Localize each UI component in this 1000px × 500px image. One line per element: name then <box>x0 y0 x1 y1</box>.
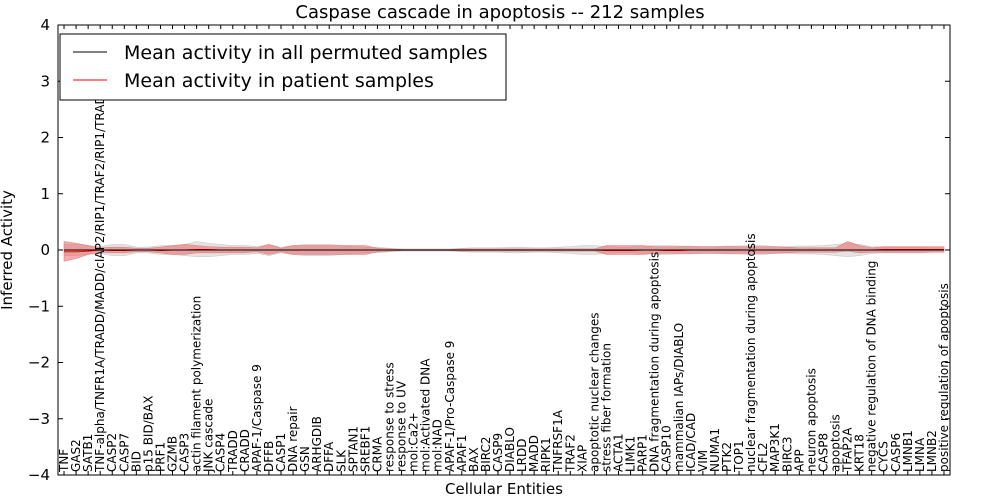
y-axis: 4 3 2 1 0 −1 −2 −3 −4 <box>28 16 950 484</box>
y-tick-label: 4 <box>40 16 50 34</box>
chart-title: Caspase cascade in apoptosis -- 212 samp… <box>295 2 704 23</box>
x-category-label: PRF1 <box>153 442 167 472</box>
x-category-label: DNA fragmentation during apoptosis <box>648 252 662 472</box>
x-category-label: NUMA1 <box>708 428 722 472</box>
x-category-label: mol:NAD <box>431 419 445 472</box>
legend-entry-permuted: Mean activity in all permuted samples <box>124 42 487 64</box>
x-category-label: mol:Ca2+ <box>407 412 421 472</box>
x-category-label: ACTA1 <box>612 433 626 472</box>
x-category-label: DIABLO <box>503 427 517 472</box>
x-category-label: LMNB2 <box>925 430 939 472</box>
x-category-label: DFFA <box>322 441 336 472</box>
x-category-label: PTK2 <box>720 442 734 472</box>
x-category-label: BID <box>129 451 143 472</box>
x-category-label: SREBF1 <box>358 426 372 472</box>
x-category-label: p15 BID/BAX <box>141 396 155 472</box>
x-category-label: neuron apoptosis <box>804 368 818 472</box>
x-category-label: TRADD <box>226 430 240 473</box>
x-category-label: CASP10 <box>660 425 674 472</box>
x-category-label: DNA repair <box>286 406 300 472</box>
x-category-label: CASP9 <box>491 433 505 472</box>
series-lines <box>64 248 944 253</box>
x-axis-label: Cellular Entities <box>445 480 563 498</box>
x-category-label: mol:Activated DNA <box>419 358 433 472</box>
legend: Mean activity in all permuted samples Me… <box>59 33 507 101</box>
x-category-label: CASP2 <box>105 433 119 472</box>
x-category-label: TNFRSF1A <box>551 409 565 473</box>
x-category-label: APAF-1/Pro-Caspase 9 <box>443 341 457 472</box>
x-category-label: DFFB <box>262 441 276 472</box>
x-category-label: CRMA <box>370 436 384 472</box>
x-category-label: SATB1 <box>81 434 95 472</box>
x-category-label: GSN <box>298 446 312 472</box>
x-category-label: negative regulation of DNA binding <box>865 261 879 472</box>
x-category-label: CASP1 <box>274 433 288 472</box>
x-category-label: ICAD/CAD <box>684 413 698 472</box>
x-category-label: BIRC3 <box>780 436 794 472</box>
x-category-label: mammalian IAPs/DIABLO <box>672 323 686 472</box>
x-category-label: stress fiber formation <box>599 343 613 472</box>
x-category-label: APAF1 <box>455 435 469 472</box>
y-tick-label: −2 <box>28 354 50 372</box>
x-category-label: APAF-1/Caspase 9 <box>250 364 264 472</box>
x-category-label: SPTAN1 <box>346 426 360 472</box>
x-tick-labels: TNFGAS2SATB1TNF-alpha/TNFR1A/TRADD/MADD/… <box>57 86 951 473</box>
x-category-label: TRAF2 <box>563 434 577 473</box>
confidence-bands <box>63 241 945 262</box>
x-category-label: response to stress <box>382 362 396 472</box>
x-category-label: CRADD <box>238 429 252 472</box>
x-category-label: RIPK1 <box>539 437 553 472</box>
x-category-label: CYCS <box>877 441 891 472</box>
x-category-label: CASP4 <box>214 433 228 472</box>
x-category-label: LRDD <box>515 438 529 472</box>
x-category-label: apoptotic nuclear changes <box>587 313 601 472</box>
x-category-label: LMNB1 <box>901 430 915 472</box>
x-category-label: CASP7 <box>117 433 131 472</box>
x-category-label: BIRC2 <box>479 436 493 472</box>
y-tick-label: 3 <box>40 72 50 90</box>
plot-frame <box>57 24 951 476</box>
x-category-label: JNK cascade <box>202 399 216 473</box>
x-category-label: SLK <box>334 449 348 472</box>
x-category-label: CASP8 <box>816 433 830 472</box>
x-category-label: nuclear fragmentation during apoptosis <box>744 233 758 472</box>
y-tick-label: −4 <box>28 466 50 484</box>
x-category-label: response to UV <box>395 380 409 472</box>
x-category-label: KRT18 <box>853 434 867 472</box>
x-category-label: LIMK1 <box>624 436 638 472</box>
x-category-label: CASP6 <box>889 433 903 472</box>
x-category-label: MAP3K1 <box>768 423 782 472</box>
band-patient <box>63 241 945 262</box>
y-tick-label: 2 <box>40 129 50 147</box>
x-category-label: GAS2 <box>69 439 83 472</box>
x-category-label: CASP3 <box>178 433 192 472</box>
x-category-label: TNF-alpha/TNFR1A/TRADD/MADD/cIAP2/RIP1/T… <box>93 86 107 473</box>
x-category-label: APP <box>792 449 806 472</box>
x-category-label: actin filament polymerization <box>190 296 204 472</box>
y-tick-label: −1 <box>28 297 50 315</box>
x-category-label: MADD <box>527 435 541 472</box>
x-category-label: ARHGDIB <box>310 416 324 472</box>
x-category-label: TOP1 <box>732 440 746 473</box>
legend-box <box>59 33 507 101</box>
x-category-label: TNF <box>57 449 71 473</box>
x-category-label: LMNA <box>913 437 927 472</box>
x-category-label: PARP1 <box>636 434 650 472</box>
x-category-label: BAX <box>467 447 481 472</box>
y-tick-label: −3 <box>28 410 50 428</box>
x-category-label: TFAP2A <box>841 427 855 473</box>
x-category-label: GZMB <box>166 436 180 472</box>
x-category-label: CFL2 <box>756 442 770 472</box>
x-category-label: apoptosis <box>828 414 842 472</box>
x-axis <box>63 25 945 475</box>
x-category-label: positive regulation of apoptosis <box>937 283 951 472</box>
y-tick-label: 1 <box>40 185 50 203</box>
x-category-label: XIAP <box>575 445 589 472</box>
legend-entry-patient: Mean activity in patient samples <box>124 70 434 92</box>
y-axis-label: Inferred Activity <box>0 190 16 310</box>
x-category-label: VIM <box>696 450 710 472</box>
y-tick-label: 0 <box>40 241 50 259</box>
